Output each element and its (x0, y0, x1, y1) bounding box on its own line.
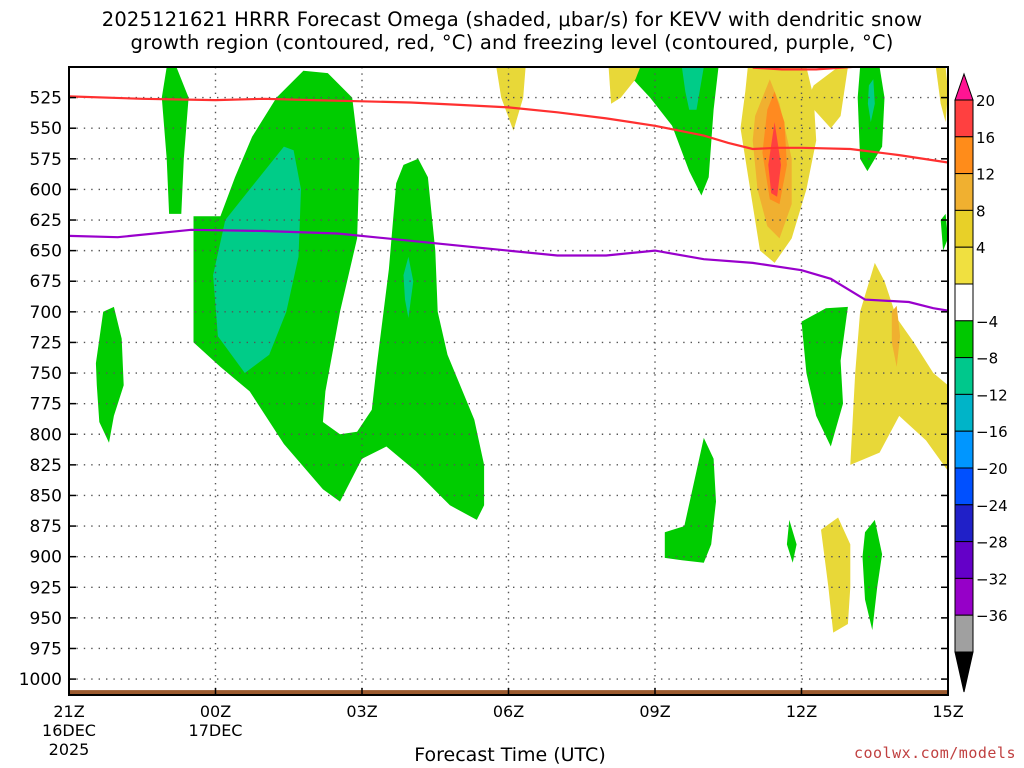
colorbar-bottom-arrow (954, 651, 974, 693)
colorbar-swatch (954, 99, 974, 138)
omega-region--4-3 (630, 67, 719, 196)
colorbar-swatch (954, 504, 974, 543)
colorbar-label: −12 (976, 386, 1008, 404)
y-tick-label: 700 (30, 303, 62, 323)
y-tick-label: 875 (30, 517, 62, 537)
x-tick-sublabel: 17DEC (189, 721, 243, 740)
omega-region--8-13 (867, 79, 875, 123)
omega-region-4-19 (850, 262, 948, 471)
x-tick-label: 06Z (493, 702, 524, 721)
x-tick-label: 09Z (639, 702, 670, 721)
colorbar-swatch (954, 541, 974, 579)
omega-region--4-5 (801, 306, 848, 447)
colorbar-top-arrow (954, 72, 974, 101)
omega-region--4-7 (786, 519, 797, 563)
omega-region--4-4 (664, 437, 716, 563)
colorbar-label: −28 (976, 534, 1008, 552)
omega-region-4-14 (496, 67, 526, 131)
colorbar-swatch (954, 320, 974, 359)
y-tick-label: 1000 (19, 670, 62, 690)
chart-title-line2: growth region (contoured, red, °C) and f… (130, 31, 894, 54)
colorbar-label: −16 (976, 423, 1008, 441)
colorbar-swatch (954, 246, 974, 285)
colorbar-swatch (954, 357, 974, 395)
colorbar-swatch (954, 577, 974, 616)
colorbar-label: −20 (976, 460, 1008, 478)
x-tick-sublabel: 16DEC (42, 721, 96, 740)
colorbar-swatch (954, 467, 974, 506)
y-tick-label: 525 (30, 89, 62, 109)
y-tick-label: 575 (30, 150, 62, 170)
omega-region--8-11 (403, 256, 414, 318)
y-tick-label: 900 (30, 548, 62, 568)
omega-region-4-18 (935, 67, 948, 123)
dgz-contour-1 (752, 67, 869, 71)
x-tick-label: 15Z (932, 702, 963, 721)
omega-region-4-15 (608, 67, 641, 104)
freezing-level-contour (69, 228, 948, 312)
omega-region-4-17 (806, 67, 848, 129)
y-tick-label: 675 (30, 272, 62, 292)
omega-region-4-20 (821, 517, 851, 633)
colorbar-label: −32 (976, 570, 1008, 588)
omega-region-8-22 (891, 305, 901, 367)
omega-region--8-10 (213, 146, 301, 373)
colorbar-swatch (954, 393, 974, 432)
omega-region-16-24 (768, 122, 781, 197)
y-tick-label: 725 (30, 333, 62, 353)
colorbar-label: −4 (976, 313, 998, 331)
x-axis-label: Forecast Time (UTC) (414, 744, 606, 766)
x-tick-label: 00Z (200, 702, 231, 721)
y-tick-label: 750 (30, 364, 62, 384)
y-tick-label: 925 (30, 578, 62, 598)
y-tick-label: 650 (30, 242, 62, 262)
colorbar-label: 20 (976, 92, 995, 110)
dgz-contour-0 (69, 95, 948, 164)
x-tick-sublabel: 2025 (49, 740, 90, 759)
y-tick-label: 975 (30, 639, 62, 659)
omega-region--4-0 (161, 67, 189, 214)
y-tick-label: 625 (30, 211, 62, 231)
chart-title-line1: 2025121621 HRRR Forecast Omega (shaded, … (101, 8, 923, 31)
colorbar-swatch (954, 136, 974, 175)
colorbar-label: 12 (976, 166, 995, 184)
omega-region--4-1 (95, 306, 124, 443)
colorbar-swatch (954, 209, 974, 248)
x-tick-label: 03Z (346, 702, 377, 721)
y-tick-label: 800 (30, 425, 62, 445)
y-tick-label: 950 (30, 609, 62, 629)
omega-region--4-8 (862, 519, 883, 631)
x-tick-label: 21Z (53, 702, 84, 721)
y-tick-label: 825 (30, 456, 62, 476)
colorbar-swatch (954, 173, 974, 211)
y-tick-label: 550 (30, 119, 62, 139)
colorbar-swatch (954, 614, 974, 653)
y-tick-label: 600 (30, 180, 62, 200)
colorbar-label: −8 (976, 350, 998, 368)
colorbar-swatch (954, 283, 974, 322)
y-tick-label: 775 (30, 395, 62, 415)
colorbar-label: 4 (976, 239, 986, 257)
y-tick-label: 850 (30, 486, 62, 506)
colorbar-label: −24 (976, 497, 1008, 515)
credit-text: coolwx.com/models (853, 744, 1016, 762)
colorbar-label: 8 (976, 202, 986, 220)
colorbar-label: 16 (976, 129, 995, 147)
x-tick-label: 12Z (786, 702, 817, 721)
omega-region--4-9 (940, 213, 948, 251)
colorbar-swatch (954, 430, 974, 469)
omega-region--8-12 (681, 67, 704, 110)
colorbar-label: −36 (976, 607, 1008, 625)
